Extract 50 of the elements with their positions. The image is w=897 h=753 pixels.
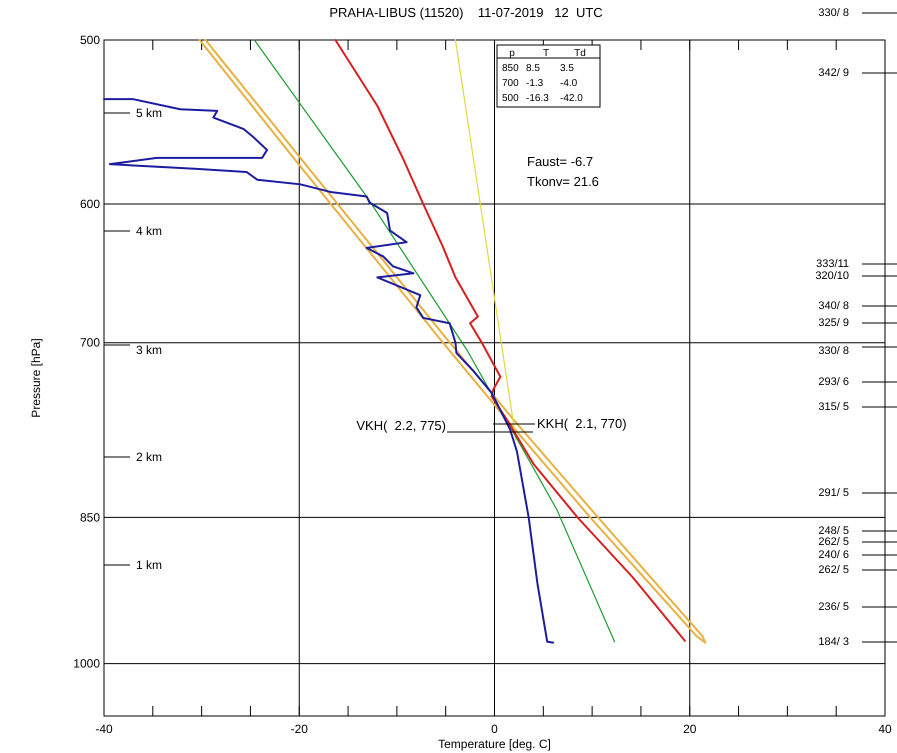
x-tick-label: -20: [290, 722, 308, 736]
annotation: 248/ 5: [818, 525, 849, 537]
annotation: 240/ 6: [818, 549, 849, 561]
annotation: 236/ 5: [818, 601, 849, 613]
y-tick-label: 600: [80, 197, 100, 212]
annotation: T: [542, 48, 550, 59]
y-tick-label: 500: [80, 33, 100, 47]
chart-title: PRAHA-LIBUS (11520) 11-07-2019 12 UTC: [329, 5, 603, 20]
annotation: VKH( 2.2, 775): [356, 418, 446, 433]
annotation: 184/ 3: [818, 636, 849, 648]
annotation: 262/ 5: [818, 564, 849, 576]
annotation: KKH( 2.1, 770): [537, 416, 627, 431]
annotation: 340/ 8: [818, 300, 849, 312]
x-tick-label: -40: [95, 722, 113, 736]
annotation: 3 km: [136, 343, 162, 357]
annotation: -1.3: [526, 78, 544, 89]
annotation: 1 km: [136, 558, 162, 572]
annotation: 320/10: [815, 270, 849, 282]
y-tick-label: 850: [80, 510, 100, 524]
annotation: -42.0: [560, 93, 584, 104]
annotation: 325/ 9: [818, 317, 849, 329]
annotation: Td: [574, 48, 586, 59]
annotation: 315/ 5: [818, 401, 849, 413]
x-axis-title: Temperature [deg. C]: [438, 737, 551, 751]
x-tick-label: 40: [878, 722, 892, 736]
annotation: p: [509, 48, 516, 59]
y-tick-label: 1000: [73, 656, 100, 671]
annotation: 333/11: [816, 258, 849, 270]
text: 330/ 8: [818, 7, 849, 19]
y-tick-label: 700: [80, 336, 100, 350]
annotation: Faust= -6.7: [527, 154, 594, 169]
annotation: 5 km: [136, 106, 162, 120]
annotation: 8.5: [526, 63, 540, 74]
annotation: 291/ 5: [818, 487, 849, 499]
annotation: 700: [502, 78, 520, 89]
annotation: 2 km: [136, 450, 162, 464]
annotation: 330/ 8: [818, 345, 849, 357]
annotation: 262/ 5: [818, 536, 849, 548]
y-axis-title: Pressure [hPa]: [29, 338, 43, 418]
annotation: 500: [502, 93, 520, 104]
x-tick-label: 0: [491, 722, 498, 736]
x-tick-label: 20: [683, 722, 697, 736]
annotation: -16.3: [526, 93, 550, 104]
annotation: 4 km: [136, 224, 162, 238]
annotation: Tkonv= 21.6: [527, 174, 599, 189]
annotation: 850: [502, 63, 520, 74]
annotation: 3.5: [560, 63, 574, 74]
annotation: 293/ 6: [818, 376, 849, 388]
annotation: 342/ 9: [818, 67, 849, 79]
annotation: -4.0: [560, 78, 578, 89]
